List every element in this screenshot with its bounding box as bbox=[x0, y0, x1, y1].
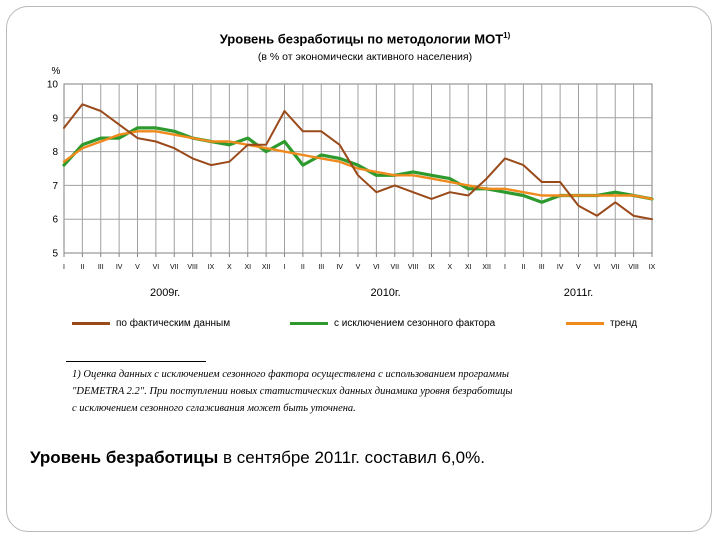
footnote: 1) Оценка данных с исключением сезонного… bbox=[72, 366, 642, 417]
y-tick-label: 7 bbox=[52, 181, 58, 192]
chart-subtitle: (в % от экономически активного населения… bbox=[257, 51, 473, 63]
x-tick-label: VII bbox=[170, 264, 179, 271]
series-line-actual bbox=[63, 103, 653, 221]
x-tick-label: IX bbox=[428, 264, 435, 271]
y-tick-label: 9 bbox=[52, 113, 58, 124]
x-tick-label: VII bbox=[611, 264, 620, 271]
x-tick-label: VI bbox=[153, 264, 160, 271]
caption-rest: в сентябре 2011г. составил 6,0%. bbox=[218, 448, 485, 467]
x-tick-label: IX bbox=[649, 264, 656, 271]
x-tick-label: VI bbox=[373, 264, 380, 271]
slide-frame bbox=[6, 6, 712, 532]
y-axis-label: % bbox=[52, 66, 61, 77]
legend-item-seasonal: с исключением сезонного фактора bbox=[290, 318, 495, 329]
x-tick-label: XI bbox=[244, 264, 251, 271]
x-tick-label: VIII bbox=[187, 264, 198, 271]
y-tick-label: 8 bbox=[52, 147, 58, 158]
x-tick-label: I bbox=[284, 264, 286, 271]
y-tick-label: 6 bbox=[52, 215, 58, 226]
x-tick-label: XI bbox=[465, 264, 472, 271]
year-label: 2010г. bbox=[370, 287, 400, 299]
footnote-line: "DEMETRA 2.2". При поступлении новых ста… bbox=[72, 386, 513, 397]
x-tick-label: VII bbox=[390, 264, 399, 271]
x-tick-label: V bbox=[135, 264, 140, 271]
x-tick-label: II bbox=[301, 264, 305, 271]
x-tick-label: VIII bbox=[408, 264, 419, 271]
legend-label-trend: тренд bbox=[610, 318, 638, 329]
x-tick-label: II bbox=[521, 264, 525, 271]
legend-item-trend: тренд bbox=[566, 318, 637, 329]
caption-bold: Уровень безработицы bbox=[30, 448, 219, 467]
x-tick-label: X bbox=[227, 264, 232, 271]
x-tick-label: VI bbox=[594, 264, 601, 271]
x-tick-label: II bbox=[80, 264, 84, 271]
x-tick-label: V bbox=[576, 264, 581, 271]
summary-caption: Уровень безработицы в сентябре 2011г. со… bbox=[30, 448, 485, 468]
y-tick-label: 5 bbox=[52, 249, 58, 260]
legend-swatch-seasonal bbox=[290, 322, 328, 325]
x-tick-label: III bbox=[539, 264, 545, 271]
year-label: 2011г. bbox=[564, 287, 593, 299]
footnote-divider bbox=[66, 361, 206, 362]
legend-label-seasonal: с исключением сезонного фактора bbox=[334, 318, 496, 329]
x-tick-label: XII bbox=[482, 264, 491, 271]
footnote-line: 1) Оценка данных с исключением сезонного… bbox=[72, 369, 509, 380]
x-tick-label: I bbox=[504, 264, 506, 271]
x-tick-label: V bbox=[356, 264, 361, 271]
legend-swatch-actual bbox=[72, 322, 110, 325]
footnote-line: с исключением сезонного сглаживания може… bbox=[72, 403, 356, 414]
series-line-seasonal bbox=[62, 126, 654, 204]
x-tick-label: VIII bbox=[628, 264, 639, 271]
x-tick-label: IV bbox=[336, 264, 343, 271]
chart-title: Уровень безработицы по методологии МОТ1) bbox=[219, 31, 511, 47]
year-label: 2009г. bbox=[150, 287, 180, 299]
y-tick-label: 10 bbox=[47, 80, 59, 91]
x-tick-label: IX bbox=[208, 264, 215, 271]
x-tick-label: I bbox=[63, 264, 65, 271]
legend-label-actual: по фактическим данным bbox=[116, 318, 231, 329]
legend-item-actual: по фактическим данным bbox=[72, 318, 230, 329]
x-tick-label: III bbox=[318, 264, 324, 271]
x-tick-label: IV bbox=[116, 264, 123, 271]
x-tick-label: III bbox=[98, 264, 104, 271]
x-tick-label: X bbox=[448, 264, 453, 271]
series-line-trend bbox=[62, 130, 654, 201]
legend-swatch-trend bbox=[566, 322, 604, 325]
x-tick-label: XII bbox=[262, 264, 271, 271]
x-tick-label: IV bbox=[557, 264, 564, 271]
